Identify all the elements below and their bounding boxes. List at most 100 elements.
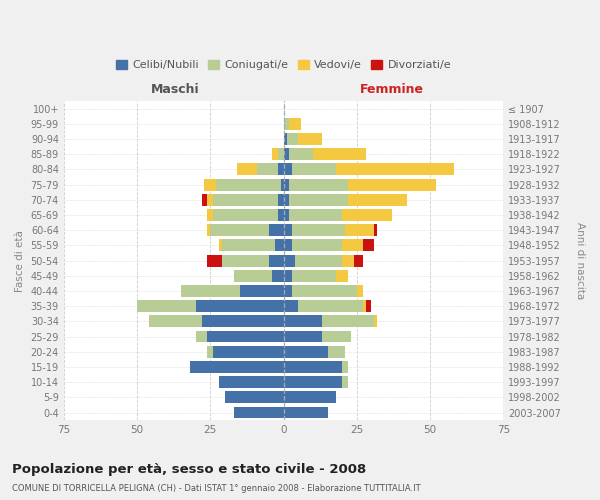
Bar xyxy=(208,330,284,342)
Bar xyxy=(234,406,284,418)
Bar xyxy=(219,240,222,252)
Bar xyxy=(190,361,284,373)
Bar xyxy=(374,316,377,328)
Bar xyxy=(322,316,374,328)
Bar xyxy=(284,346,328,358)
Bar xyxy=(284,330,322,342)
Bar xyxy=(284,118,289,130)
Bar xyxy=(342,376,348,388)
Bar xyxy=(208,346,213,358)
Bar xyxy=(292,164,337,175)
Bar xyxy=(284,164,292,175)
Bar xyxy=(269,224,284,236)
Bar xyxy=(272,270,284,281)
Y-axis label: Anni di nascita: Anni di nascita xyxy=(575,222,585,299)
Bar xyxy=(278,194,284,205)
Bar xyxy=(284,361,342,373)
Bar xyxy=(219,376,284,388)
Bar xyxy=(208,254,222,266)
Bar xyxy=(284,240,292,252)
Text: COMUNE DI TORRICELLA PELIGNA (CH) - Dati ISTAT 1° gennaio 2008 - Elaborazione TU: COMUNE DI TORRICELLA PELIGNA (CH) - Dati… xyxy=(12,484,421,493)
Legend: Celibi/Nubili, Coniugati/e, Vedovi/e, Divorziati/e: Celibi/Nubili, Coniugati/e, Vedovi/e, Di… xyxy=(112,56,456,75)
Bar xyxy=(298,133,322,145)
Bar xyxy=(208,209,213,221)
Bar xyxy=(284,392,337,404)
Bar xyxy=(284,194,289,205)
Bar xyxy=(208,194,213,205)
Bar xyxy=(365,300,371,312)
Bar xyxy=(225,392,284,404)
Bar xyxy=(313,148,365,160)
Text: Maschi: Maschi xyxy=(151,84,199,96)
Bar xyxy=(196,300,284,312)
Bar xyxy=(222,254,269,266)
Bar xyxy=(345,224,374,236)
Bar xyxy=(284,300,298,312)
Y-axis label: Fasce di età: Fasce di età xyxy=(15,230,25,292)
Bar xyxy=(269,254,284,266)
Bar xyxy=(337,270,348,281)
Bar xyxy=(205,178,216,190)
Bar xyxy=(292,240,342,252)
Bar xyxy=(354,254,363,266)
Bar xyxy=(342,209,392,221)
Bar xyxy=(289,118,301,130)
Bar xyxy=(275,240,284,252)
Text: Femmine: Femmine xyxy=(360,84,424,96)
Bar xyxy=(289,178,348,190)
Bar xyxy=(348,178,436,190)
Bar xyxy=(322,330,351,342)
Bar xyxy=(257,164,278,175)
Bar xyxy=(239,285,284,297)
Bar xyxy=(222,240,275,252)
Bar xyxy=(284,209,289,221)
Bar xyxy=(278,148,284,160)
Bar xyxy=(284,376,342,388)
Bar xyxy=(278,164,284,175)
Bar xyxy=(196,330,208,342)
Bar xyxy=(328,346,345,358)
Bar xyxy=(337,164,454,175)
Bar xyxy=(295,254,342,266)
Bar xyxy=(284,148,289,160)
Bar xyxy=(213,194,278,205)
Bar xyxy=(284,270,292,281)
Bar xyxy=(149,316,202,328)
Bar xyxy=(292,224,345,236)
Bar xyxy=(284,178,289,190)
Bar xyxy=(181,285,239,297)
Bar xyxy=(289,194,348,205)
Bar xyxy=(272,148,278,160)
Text: Popolazione per età, sesso e stato civile - 2008: Popolazione per età, sesso e stato civil… xyxy=(12,462,366,475)
Bar xyxy=(284,224,292,236)
Bar xyxy=(278,209,284,221)
Bar xyxy=(281,178,284,190)
Bar xyxy=(287,133,298,145)
Bar xyxy=(348,194,407,205)
Bar xyxy=(284,285,292,297)
Bar xyxy=(213,346,284,358)
Bar xyxy=(234,270,272,281)
Bar xyxy=(284,133,287,145)
Bar xyxy=(284,254,295,266)
Bar xyxy=(292,285,357,297)
Bar xyxy=(216,178,281,190)
Bar xyxy=(289,209,342,221)
Bar xyxy=(211,224,269,236)
Bar xyxy=(202,194,208,205)
Bar xyxy=(284,316,322,328)
Bar xyxy=(363,240,374,252)
Bar xyxy=(137,300,196,312)
Bar xyxy=(357,285,363,297)
Bar xyxy=(342,240,363,252)
Bar xyxy=(284,406,328,418)
Bar xyxy=(289,148,313,160)
Bar xyxy=(374,224,377,236)
Bar xyxy=(363,300,365,312)
Bar xyxy=(213,209,278,221)
Bar xyxy=(202,316,284,328)
Bar xyxy=(342,361,348,373)
Bar xyxy=(342,254,354,266)
Bar xyxy=(298,300,363,312)
Bar xyxy=(292,270,337,281)
